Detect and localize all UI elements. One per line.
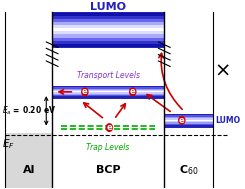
- Bar: [52, 31, 164, 34]
- Bar: [52, 12, 164, 16]
- Bar: [164, 117, 213, 118]
- Bar: [52, 94, 164, 95]
- Text: LUMO: LUMO: [216, 116, 241, 125]
- Bar: [164, 115, 213, 117]
- Bar: [52, 96, 164, 98]
- Text: $\times$: $\times$: [214, 61, 229, 80]
- Text: e: e: [82, 87, 88, 96]
- Text: C$_{60}$: C$_{60}$: [179, 163, 199, 177]
- Bar: [164, 121, 213, 122]
- Bar: [52, 41, 164, 44]
- Ellipse shape: [129, 87, 136, 96]
- Bar: [164, 120, 213, 121]
- Bar: [52, 34, 164, 38]
- Bar: [52, 91, 164, 92]
- Text: BCP: BCP: [96, 165, 121, 175]
- Bar: [52, 16, 164, 19]
- Bar: [52, 95, 164, 96]
- Bar: [52, 44, 164, 47]
- Text: LUMO: LUMO: [90, 2, 126, 12]
- Bar: [52, 90, 164, 91]
- Bar: [164, 125, 213, 127]
- Bar: [164, 114, 213, 115]
- Ellipse shape: [178, 116, 185, 125]
- Bar: [52, 92, 164, 94]
- Text: Trap Levels: Trap Levels: [86, 143, 130, 152]
- Bar: [52, 22, 164, 25]
- Bar: [52, 38, 164, 41]
- Text: e: e: [179, 116, 185, 125]
- Text: $E_a$ = 0.20 eV: $E_a$ = 0.20 eV: [2, 105, 56, 117]
- Bar: [164, 114, 213, 127]
- Ellipse shape: [106, 123, 113, 132]
- Bar: [52, 86, 164, 87]
- Bar: [52, 28, 164, 31]
- Text: e: e: [107, 123, 112, 132]
- Bar: [52, 25, 164, 28]
- Bar: [52, 12, 164, 47]
- Bar: [164, 124, 213, 125]
- Bar: [5, 133, 52, 188]
- Text: Al: Al: [23, 165, 35, 175]
- Text: $E_F$: $E_F$: [2, 137, 15, 151]
- Bar: [52, 86, 164, 98]
- Bar: [52, 88, 164, 90]
- Text: e: e: [130, 87, 135, 96]
- Ellipse shape: [81, 87, 89, 96]
- Bar: [164, 118, 213, 120]
- Text: Transport Levels: Transport Levels: [77, 70, 140, 80]
- Bar: [164, 122, 213, 124]
- Bar: [52, 87, 164, 88]
- Bar: [52, 19, 164, 22]
